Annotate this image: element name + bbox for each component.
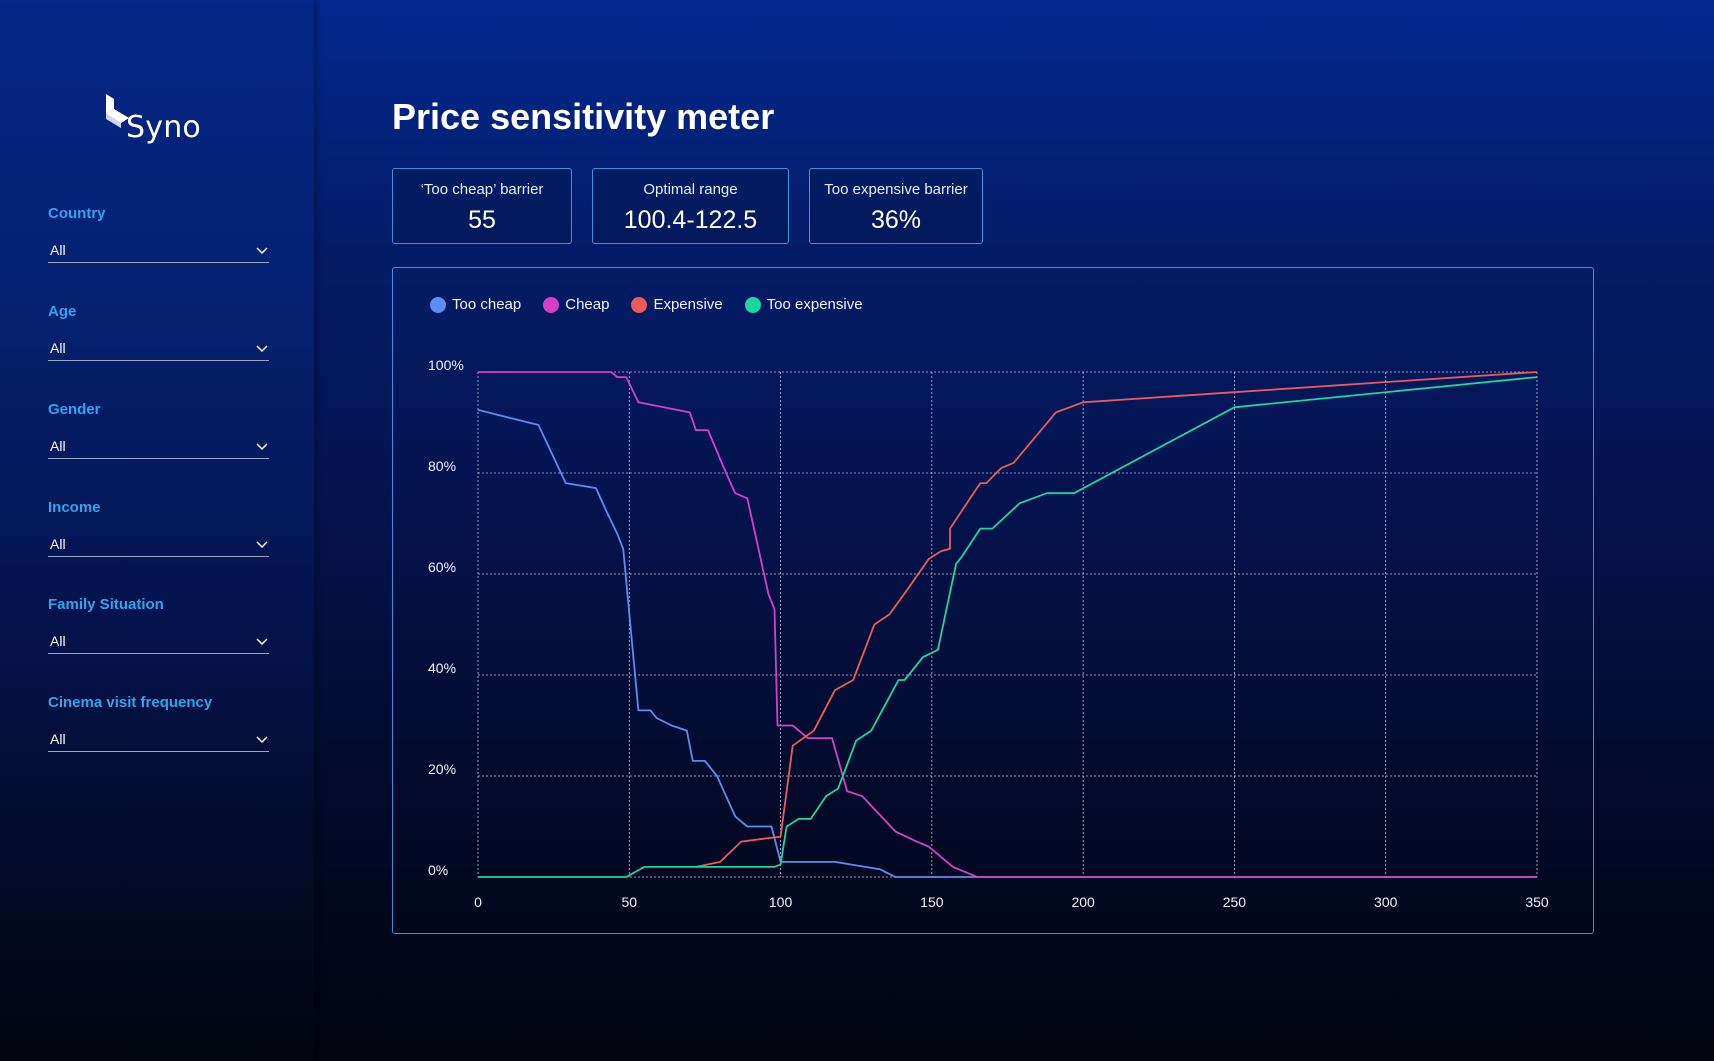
legend-swatch-expensive bbox=[631, 296, 648, 313]
select-value: All bbox=[50, 340, 66, 356]
kpi-label: Too expensive barrier bbox=[824, 181, 968, 198]
filter-gender: Gender All bbox=[48, 400, 269, 459]
legend-label: Expensive bbox=[653, 296, 723, 313]
chevron-down-icon bbox=[256, 541, 268, 549]
page-title: Price sensitivity meter bbox=[392, 96, 775, 137]
chevron-down-icon bbox=[256, 736, 268, 744]
legend-label: Cheap bbox=[565, 296, 610, 313]
filter-label: Cinema visit frequency bbox=[48, 694, 213, 711]
y-tick-label: 60% bbox=[428, 559, 456, 575]
legend-swatch-too-expensive bbox=[744, 296, 761, 313]
chart-legend: Too cheap Cheap Expensive Too expensive bbox=[430, 296, 885, 313]
chevron-down-icon bbox=[256, 247, 268, 255]
filter-income: Income All bbox=[48, 498, 269, 557]
legend-label: Too expensive bbox=[766, 296, 863, 313]
select-value: All bbox=[50, 633, 66, 649]
select-value: All bbox=[50, 438, 66, 454]
syno-logo-icon bbox=[106, 94, 129, 128]
legend-swatch-too-cheap bbox=[430, 296, 446, 313]
filter-family-situation: Family Situation All bbox=[48, 595, 269, 654]
kpi-label: Optimal range bbox=[643, 181, 738, 198]
select-value: All bbox=[50, 242, 66, 258]
series-line-too-cheap bbox=[477, 409, 1537, 878]
income-select[interactable]: All bbox=[48, 532, 269, 557]
select-value: All bbox=[50, 536, 66, 552]
kpi-too-expensive-barrier: Too expensive barrier 36% bbox=[809, 168, 983, 244]
brand-logo: Syno bbox=[103, 94, 201, 145]
legend-item-too-expensive[interactable]: Too expensive bbox=[744, 296, 863, 313]
filter-country: Country All bbox=[48, 204, 269, 263]
legend-item-cheap[interactable]: Cheap bbox=[543, 296, 609, 313]
country-select[interactable]: All bbox=[48, 238, 269, 263]
kpi-value: 55 bbox=[468, 206, 496, 234]
x-tick-label: 100 bbox=[769, 894, 793, 910]
sidebar: Syno Country All Age All Gender All Inco… bbox=[0, 0, 314, 1061]
cinema-visit-frequency-select[interactable]: All bbox=[48, 727, 269, 752]
legend-item-expensive[interactable]: Expensive bbox=[631, 296, 723, 313]
chevron-down-icon bbox=[256, 638, 268, 646]
filter-label: Income bbox=[48, 499, 101, 516]
legend-item-too-cheap[interactable]: Too cheap bbox=[430, 296, 521, 313]
series-line-expensive bbox=[695, 371, 1538, 868]
legend-swatch-cheap bbox=[543, 296, 560, 313]
x-tick-label: 350 bbox=[1525, 894, 1549, 910]
kpi-value: 100.4-122.5 bbox=[623, 206, 758, 234]
filter-label: Country bbox=[48, 205, 106, 222]
filter-age: Age All bbox=[48, 302, 269, 361]
chevron-down-icon bbox=[256, 345, 268, 353]
kpi-label: ‘Too cheap’ barrier bbox=[420, 181, 544, 198]
y-tick-label: 100% bbox=[428, 357, 464, 373]
filter-cinema-visit-frequency: Cinema visit frequency All bbox=[48, 693, 269, 752]
series-line-cheap bbox=[478, 371, 1537, 878]
y-tick-label: 40% bbox=[428, 660, 456, 676]
chevron-down-icon bbox=[256, 443, 268, 451]
age-select[interactable]: All bbox=[48, 336, 269, 361]
x-tick-label: 300 bbox=[1374, 894, 1398, 910]
x-tick-label: 250 bbox=[1223, 894, 1247, 910]
y-tick-label: 0% bbox=[428, 862, 448, 878]
x-tick-label: 150 bbox=[920, 894, 944, 910]
select-value: All bbox=[50, 731, 66, 747]
brand-name: Syno bbox=[126, 110, 201, 145]
filter-label: Age bbox=[48, 303, 77, 320]
legend-label: Too cheap bbox=[452, 296, 522, 313]
kpi-optimal-range: Optimal range 100.4-122.5 bbox=[592, 168, 789, 244]
x-tick-label: 200 bbox=[1071, 894, 1095, 910]
filter-label: Gender bbox=[48, 401, 101, 418]
filter-label: Family Situation bbox=[48, 596, 164, 613]
y-tick-label: 80% bbox=[428, 458, 456, 474]
x-tick-label: 0 bbox=[474, 894, 482, 910]
chart-panel: Too cheap Cheap Expensive Too expensive … bbox=[392, 267, 1594, 934]
price-sensitivity-chart: 0% 20% 40% 60% 80% 100% 0 50 100 150 200 250 300 350 bbox=[428, 357, 1549, 910]
series-line-too-expensive bbox=[478, 376, 1538, 878]
family-situation-select[interactable]: All bbox=[48, 629, 269, 654]
gender-select[interactable]: All bbox=[48, 434, 269, 459]
kpi-value: 36% bbox=[870, 206, 922, 234]
x-tick-label: 50 bbox=[621, 894, 637, 910]
y-tick-label: 20% bbox=[428, 761, 456, 777]
kpi-too-cheap-barrier: ‘Too cheap’ barrier 55 bbox=[392, 168, 572, 244]
